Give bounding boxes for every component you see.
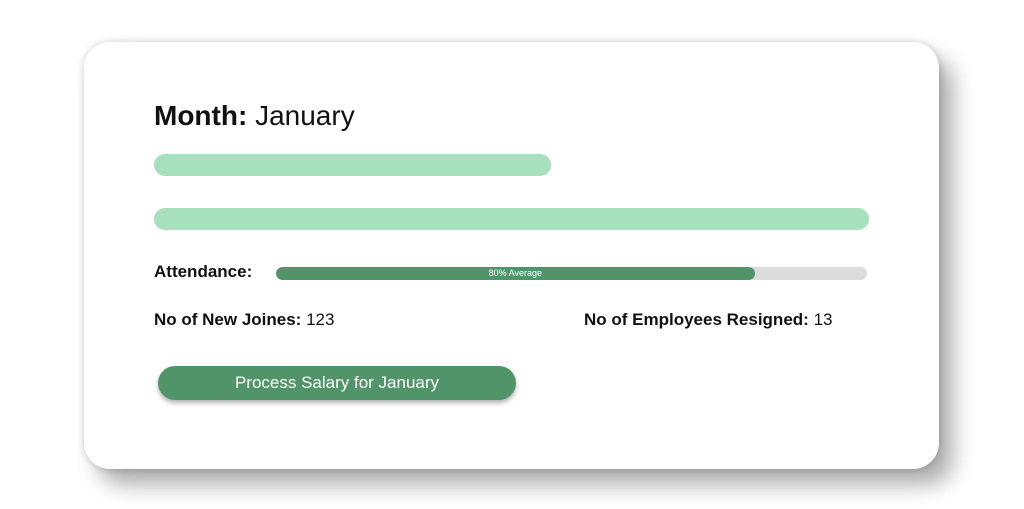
placeholder-bar-short: [154, 154, 551, 176]
month-value: January: [255, 100, 355, 131]
attendance-progress-fill: [276, 267, 755, 280]
resigned-value: 13: [813, 310, 833, 329]
month-heading: Month: January: [154, 98, 355, 134]
attendance-progress-text: 80% Average: [488, 268, 543, 278]
placeholder-bar-long: [154, 208, 869, 230]
attendance-progress-bar: 80% Average: [276, 267, 867, 280]
attendance-label: Attendance:: [154, 262, 253, 281]
resigned-stat: No of Employees Resigned: 13: [584, 309, 832, 331]
new-joiners-label: No of New Joines:: [154, 310, 302, 329]
new-joiners-value: 123: [306, 310, 335, 329]
resigned-label: No of Employees Resigned:: [584, 310, 809, 329]
month-label: Month:: [154, 100, 248, 131]
new-joiners-stat: No of New Joines: 123: [154, 309, 334, 331]
process-salary-button[interactable]: Process Salary for January: [158, 366, 516, 400]
